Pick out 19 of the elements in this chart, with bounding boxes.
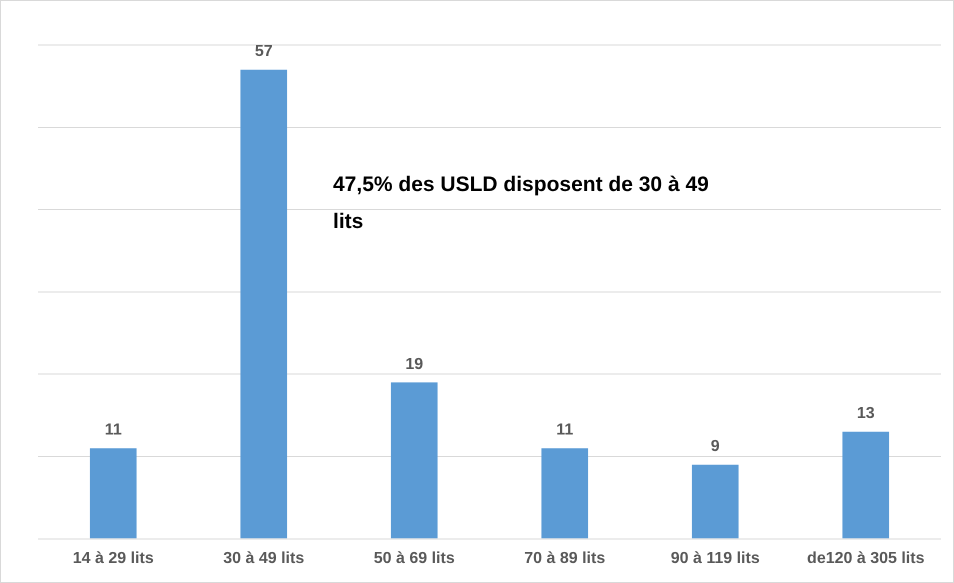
bar bbox=[842, 432, 890, 538]
x-tick-label: 50 à 69 lits bbox=[374, 550, 455, 567]
x-tick-label: 14 à 29 lits bbox=[72, 550, 154, 567]
bar bbox=[692, 464, 739, 538]
bar bbox=[390, 382, 438, 538]
data-label: 13 bbox=[856, 405, 875, 422]
data-label: 11 bbox=[104, 422, 122, 439]
x-tick-label: de120 à 305 lits bbox=[807, 550, 925, 567]
data-label: 57 bbox=[254, 43, 273, 60]
data-label: 11 bbox=[556, 422, 574, 439]
x-tick-label: 90 à 119 lits bbox=[670, 550, 760, 567]
data-label: 9 bbox=[710, 438, 720, 456]
x-tick-label: 30 à 49 lits bbox=[223, 550, 304, 567]
x-tick-label: 70 à 89 lits bbox=[524, 550, 606, 567]
annotation: 47,5% des USLD disposent de 30 à 49 lits bbox=[333, 172, 709, 233]
bar bbox=[90, 448, 137, 538]
bar bbox=[541, 448, 588, 538]
data-label: 19 bbox=[405, 356, 424, 373]
bar bbox=[240, 70, 288, 538]
